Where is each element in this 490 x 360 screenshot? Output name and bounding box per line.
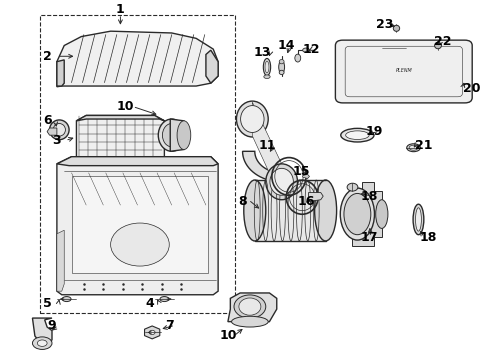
Ellipse shape <box>264 75 270 78</box>
Ellipse shape <box>37 340 47 346</box>
Text: 18: 18 <box>361 190 378 203</box>
Polygon shape <box>76 116 164 121</box>
Text: 14: 14 <box>278 39 295 52</box>
Ellipse shape <box>270 168 294 195</box>
Text: 13: 13 <box>253 46 271 59</box>
Polygon shape <box>206 50 218 83</box>
Ellipse shape <box>239 298 261 315</box>
Text: PLENM: PLENM <box>395 68 412 73</box>
Ellipse shape <box>232 316 268 327</box>
Polygon shape <box>252 102 282 200</box>
Ellipse shape <box>158 119 185 151</box>
Polygon shape <box>57 60 64 86</box>
Ellipse shape <box>266 164 297 200</box>
Polygon shape <box>303 174 310 179</box>
Ellipse shape <box>62 297 71 302</box>
Ellipse shape <box>409 145 418 150</box>
Ellipse shape <box>295 54 301 62</box>
Ellipse shape <box>241 105 264 132</box>
Text: 11: 11 <box>258 139 276 152</box>
Ellipse shape <box>160 297 169 302</box>
Ellipse shape <box>303 48 310 52</box>
Ellipse shape <box>279 61 285 73</box>
Text: 17: 17 <box>361 231 378 244</box>
Ellipse shape <box>111 223 169 266</box>
Text: 15: 15 <box>293 165 310 177</box>
Ellipse shape <box>162 123 181 147</box>
Polygon shape <box>57 31 218 87</box>
Ellipse shape <box>407 144 420 152</box>
Ellipse shape <box>393 25 400 31</box>
Text: 22: 22 <box>434 35 452 49</box>
Polygon shape <box>343 45 465 98</box>
Ellipse shape <box>244 180 266 241</box>
Text: 7: 7 <box>165 319 173 332</box>
Ellipse shape <box>53 123 66 136</box>
Ellipse shape <box>279 70 284 75</box>
Polygon shape <box>145 326 160 339</box>
Polygon shape <box>57 157 218 295</box>
Text: 10: 10 <box>219 329 237 342</box>
Polygon shape <box>72 176 208 273</box>
Ellipse shape <box>149 330 155 334</box>
Ellipse shape <box>32 337 52 350</box>
Text: 23: 23 <box>375 18 393 31</box>
Polygon shape <box>170 119 184 151</box>
FancyBboxPatch shape <box>335 40 472 103</box>
Polygon shape <box>47 128 57 135</box>
Text: 12: 12 <box>302 42 319 55</box>
Polygon shape <box>309 193 323 202</box>
Polygon shape <box>76 116 164 162</box>
Text: 8: 8 <box>238 195 247 208</box>
Text: 6: 6 <box>43 114 51 127</box>
Text: 20: 20 <box>464 82 481 95</box>
Text: 2: 2 <box>43 50 51 63</box>
Ellipse shape <box>265 61 269 73</box>
Ellipse shape <box>237 101 268 137</box>
Ellipse shape <box>315 180 337 241</box>
Ellipse shape <box>416 208 421 231</box>
Text: 4: 4 <box>146 297 154 310</box>
Text: 1: 1 <box>116 3 125 16</box>
Text: 18: 18 <box>419 231 437 244</box>
Ellipse shape <box>435 42 441 49</box>
Ellipse shape <box>413 204 424 235</box>
Ellipse shape <box>341 129 374 142</box>
Text: 3: 3 <box>52 134 61 147</box>
Polygon shape <box>32 318 52 345</box>
Ellipse shape <box>49 120 69 140</box>
Polygon shape <box>57 157 218 166</box>
Ellipse shape <box>263 58 270 76</box>
Ellipse shape <box>344 193 371 235</box>
Polygon shape <box>57 230 64 291</box>
Polygon shape <box>243 151 282 182</box>
Text: 21: 21 <box>415 139 432 152</box>
Text: 9: 9 <box>48 319 56 332</box>
Text: 5: 5 <box>43 297 51 310</box>
Ellipse shape <box>177 121 191 149</box>
Ellipse shape <box>345 131 369 139</box>
Polygon shape <box>352 182 382 246</box>
Ellipse shape <box>347 183 358 191</box>
Text: 19: 19 <box>366 125 383 138</box>
Polygon shape <box>255 180 326 241</box>
Text: 16: 16 <box>297 195 315 208</box>
Ellipse shape <box>376 200 388 228</box>
Ellipse shape <box>234 295 266 318</box>
Ellipse shape <box>340 188 374 240</box>
Polygon shape <box>228 293 277 321</box>
Ellipse shape <box>279 59 284 64</box>
Text: 10: 10 <box>117 100 134 113</box>
